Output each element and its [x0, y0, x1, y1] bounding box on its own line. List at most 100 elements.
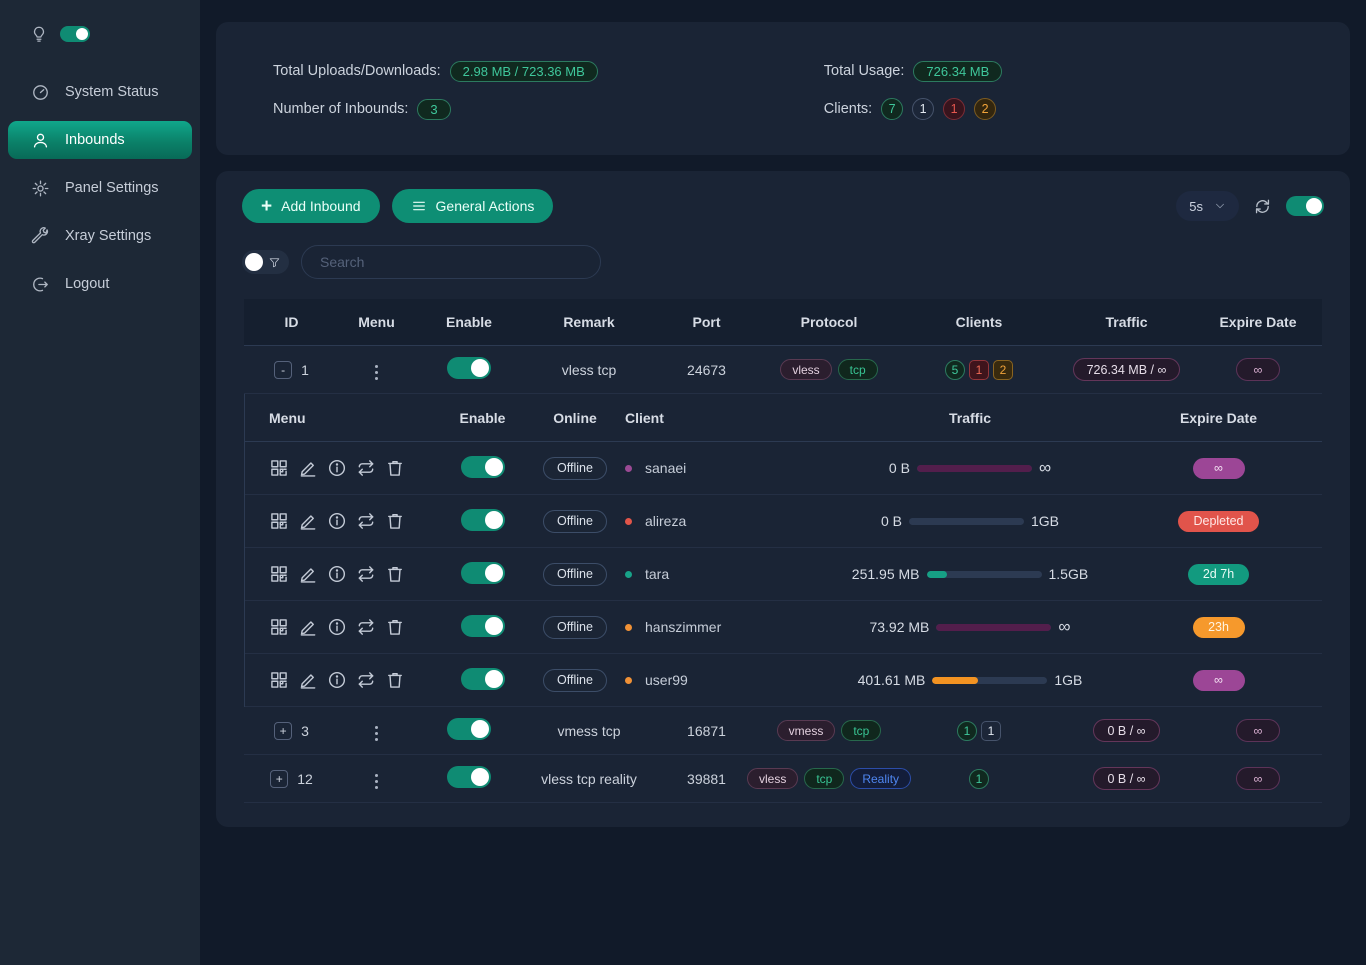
sidebar-item-system-status[interactable]: System Status [0, 68, 200, 116]
client-name: tara [645, 566, 670, 582]
traffic-progress-bar [916, 464, 1032, 472]
wrench-icon [31, 226, 50, 246]
qr-code-icon[interactable] [269, 564, 289, 584]
search-input[interactable] [301, 245, 601, 279]
client-color-dot [625, 623, 632, 631]
reset-traffic-icon[interactable] [356, 511, 376, 531]
client-count-badge: 1 [969, 768, 989, 789]
reset-traffic-icon[interactable] [356, 670, 376, 690]
theme-toggle[interactable] [60, 26, 90, 42]
chevron-down-icon [1214, 200, 1226, 212]
protocol-tag: vmess [776, 720, 836, 741]
filter-toggle[interactable] [242, 250, 289, 274]
inbound-traffic-pill: 0 B / ∞ [1093, 767, 1160, 790]
col-traffic: Traffic [1105, 314, 1148, 330]
delete-icon[interactable] [385, 564, 405, 584]
info-icon[interactable] [327, 511, 347, 531]
sidebar-item-label: Xray Settings [65, 228, 152, 244]
inbound-row: + 12 vless tcp reality 39881 vless tcp R… [244, 755, 1322, 803]
client-expire-badge: ∞ [1192, 457, 1245, 479]
online-status-badge: Offline [543, 615, 607, 639]
info-icon[interactable] [327, 458, 347, 478]
delete-icon[interactable] [385, 458, 405, 478]
reset-traffic-icon[interactable] [356, 617, 376, 637]
row-menu-button[interactable] [371, 722, 382, 745]
reset-traffic-icon[interactable] [356, 564, 376, 584]
edit-icon[interactable] [298, 564, 318, 584]
sidebar-item-panel-settings[interactable]: Panel Settings [0, 164, 200, 212]
info-icon[interactable] [327, 670, 347, 690]
qr-code-icon[interactable] [269, 458, 289, 478]
inbound-row: + 3 vmess tcp 16871 vmess tcp 1 1 0 B / … [244, 707, 1322, 755]
expand-expander[interactable]: + [270, 769, 289, 788]
client-enable-toggle[interactable] [460, 614, 505, 637]
edit-icon[interactable] [298, 458, 318, 478]
inbound-enable-toggle[interactable] [447, 357, 491, 379]
client-color-dot [625, 517, 632, 525]
row-menu-button[interactable] [371, 770, 382, 793]
online-status-badge: Offline [543, 668, 607, 692]
toolbar: + Add Inbound General Actions 5s [216, 189, 1350, 223]
client-expire-badge: 23h [1192, 616, 1245, 638]
sidebar-item-logout[interactable]: Logout [0, 260, 200, 308]
qr-code-icon[interactable] [269, 670, 289, 690]
info-icon[interactable] [327, 564, 347, 584]
traffic-progress-bar [926, 570, 1042, 578]
delete-icon[interactable] [385, 617, 405, 637]
general-actions-button[interactable]: General Actions [391, 189, 554, 223]
client-enable-toggle[interactable] [460, 508, 505, 531]
client-enable-toggle[interactable] [460, 455, 505, 478]
plus-icon: + [261, 195, 273, 217]
online-status-badge: Offline [543, 456, 607, 480]
client-enable-toggle[interactable] [460, 561, 505, 584]
client-color-dot [625, 676, 632, 684]
protocol-tag: vless [746, 768, 799, 789]
traffic-limit: 1GB [1054, 672, 1083, 688]
inbounds-table: ID Menu Enable Remark Port Protocol Clie… [244, 299, 1322, 803]
total-usage-value: 726.34 MB [913, 60, 1003, 82]
sidebar-item-inbounds[interactable]: Inbounds [8, 121, 192, 159]
client-row: Offline hanszimmer 73.92 MB ∞ 23h [245, 601, 1322, 654]
inbound-enable-toggle[interactable] [447, 718, 491, 740]
inbounds-panel-card: + Add Inbound General Actions 5s [216, 171, 1350, 827]
edit-icon[interactable] [298, 670, 318, 690]
sidebar-item-label: Logout [65, 276, 110, 292]
online-status-badge: Offline [543, 562, 607, 586]
col-expire-date: Expire Date [1219, 314, 1297, 330]
client-expire-badge: 2d 7h [1187, 563, 1250, 585]
sidebar-item-label: System Status [65, 84, 159, 100]
delete-icon[interactable] [385, 511, 405, 531]
info-icon[interactable] [327, 617, 347, 637]
inbound-port: 39881 [687, 770, 726, 787]
refresh-button[interactable] [1253, 197, 1272, 216]
expand-expander[interactable]: + [274, 721, 293, 740]
col-protocol: Protocol [800, 314, 858, 330]
reset-traffic-icon[interactable] [356, 458, 376, 478]
sidebar-item-label: Inbounds [65, 132, 125, 148]
inbound-enable-toggle[interactable] [447, 766, 491, 788]
refresh-interval-select[interactable]: 5s [1176, 191, 1239, 221]
clients-count-badge: 1 [943, 98, 966, 120]
client-enable-toggle[interactable] [460, 667, 505, 690]
delete-icon[interactable] [385, 670, 405, 690]
auto-refresh-toggle[interactable] [1286, 196, 1324, 216]
protocol-tag: tcp [841, 720, 882, 741]
sidebar-item-xray-settings[interactable]: Xray Settings [0, 212, 200, 260]
row-menu-button[interactable] [371, 361, 382, 384]
sidebar: System Status Inbounds Panel Settings Xr… [0, 0, 200, 965]
qr-code-icon[interactable] [269, 511, 289, 531]
sidebar-nav: System Status Inbounds Panel Settings Xr… [0, 68, 200, 308]
col-id: ID [284, 314, 299, 330]
edit-icon[interactable] [298, 617, 318, 637]
inbound-id: 12 [297, 770, 313, 787]
add-inbound-button[interactable]: + Add Inbound [242, 189, 380, 223]
edit-icon[interactable] [298, 511, 318, 531]
col-remark: Remark [563, 314, 615, 330]
logout-icon [31, 275, 50, 294]
collapse-expander[interactable]: - [274, 360, 293, 379]
inbound-remark: vless tcp [561, 361, 617, 378]
qr-code-icon[interactable] [269, 617, 289, 637]
client-row: Offline alireza 0 B 1GB Depleted [245, 495, 1322, 548]
protocol-tag: vless [780, 359, 832, 380]
inbound-port: 16871 [687, 722, 726, 739]
